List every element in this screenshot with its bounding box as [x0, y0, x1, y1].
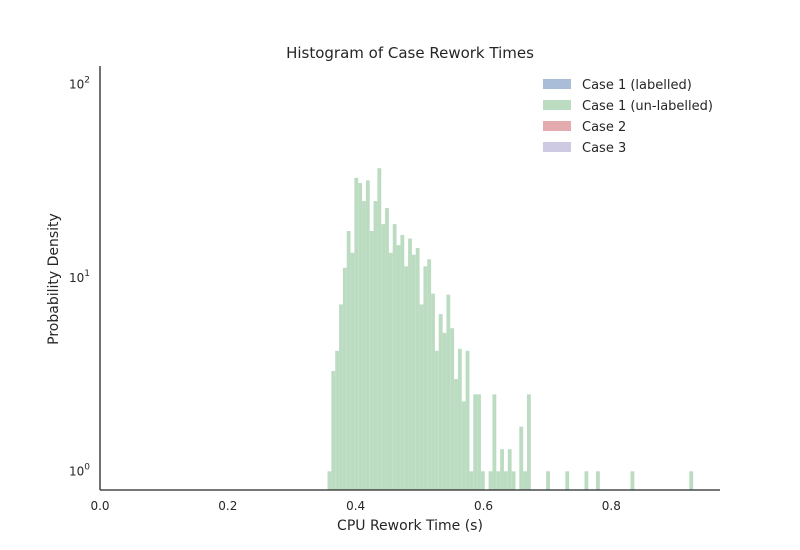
histogram-bar — [369, 231, 374, 490]
histogram-bar — [392, 224, 397, 490]
histogram-bar — [431, 293, 435, 490]
histogram-bar — [469, 471, 474, 490]
legend-swatch — [543, 142, 571, 152]
x-tick-label: 0.0 — [90, 499, 109, 513]
histogram-bar — [373, 201, 378, 490]
histogram-bar — [454, 379, 458, 490]
histogram-bar — [400, 234, 405, 490]
histogram-bar — [342, 267, 347, 490]
histogram-bar — [584, 471, 589, 490]
histogram-bar — [519, 426, 524, 490]
histogram-bar — [419, 304, 424, 490]
histogram-bar — [565, 471, 570, 490]
histogram-bar — [473, 394, 478, 490]
legend: Case 1 (labelled) Case 1 (un-labelled) Cas… — [543, 78, 713, 156]
histogram-bar — [346, 231, 351, 490]
histogram-bar — [442, 332, 447, 490]
legend-label: Case 1 (un-labelled) — [582, 99, 713, 114]
x-tick-label: 0.6 — [474, 499, 493, 513]
histogram-bar — [408, 238, 412, 490]
histogram-bar — [503, 471, 508, 490]
histogram-bar — [365, 180, 370, 490]
legend-label: Case 1 (labelled) — [582, 78, 692, 93]
histogram-bar — [434, 350, 439, 490]
histogram-bar — [438, 314, 443, 490]
legend-swatch — [543, 79, 571, 89]
histogram-bar — [377, 168, 382, 490]
y-axis-label: Probability Density — [46, 213, 62, 345]
histogram-bar — [477, 394, 481, 490]
y-tick-label: 100 — [69, 462, 90, 478]
x-tick-label: 0.4 — [346, 499, 365, 513]
x-axis-label: CPU Rework Time (s) — [337, 518, 483, 534]
legend-label: Case 3 — [582, 141, 626, 156]
y-tick-label: 102 — [69, 76, 90, 92]
x-tick-label: 0.2 — [218, 499, 237, 513]
histogram-bar — [457, 348, 462, 490]
histogram-bar — [339, 304, 343, 490]
y-tick-label: 101 — [69, 269, 90, 285]
histogram-bar — [385, 208, 389, 490]
histogram-bar — [480, 471, 485, 490]
histogram-bar — [423, 266, 428, 490]
legend-swatch — [543, 121, 571, 131]
histogram-bar — [689, 471, 694, 490]
histogram-bar — [327, 471, 332, 490]
histogram-bar — [523, 471, 527, 490]
histogram-bar — [465, 350, 470, 490]
histogram-bar — [596, 471, 600, 490]
histogram-bar — [450, 328, 455, 490]
histogram-bar — [381, 224, 386, 490]
legend-swatch — [543, 100, 571, 110]
histogram-bar — [492, 394, 497, 490]
histogram-bar — [411, 254, 416, 490]
histogram-bar — [335, 350, 340, 490]
histogram-bar — [500, 449, 504, 490]
histogram-bar — [396, 245, 401, 490]
histogram-bar — [350, 252, 355, 490]
histogram-bar — [461, 401, 466, 490]
histogram-bar — [358, 183, 363, 490]
legend-label: Case 2 — [582, 120, 626, 135]
chart-title: Histogram of Case Rework Times — [286, 44, 534, 62]
histogram-bar — [526, 394, 531, 490]
histogram-bar — [331, 371, 336, 490]
bars-group — [327, 168, 694, 491]
histogram-bar — [507, 449, 512, 490]
histogram-bar — [630, 471, 635, 490]
histogram-bar — [488, 471, 493, 490]
histogram-bar — [354, 177, 359, 491]
histogram-bar — [388, 252, 393, 490]
histogram-bar — [362, 201, 366, 490]
histogram-bar — [446, 294, 451, 490]
histogram-bar — [546, 471, 550, 490]
x-tick-label: 0.8 — [602, 499, 621, 513]
histogram-bar — [511, 471, 516, 490]
x-ticks-group: 0.0 0.2 0.4 0.6 0.8 — [90, 499, 620, 513]
y-ticks-group: 100 101 102 — [69, 76, 90, 479]
histogram-bar — [404, 266, 409, 490]
histogram-bar — [427, 259, 432, 490]
histogram-bar — [496, 471, 501, 490]
histogram-bar — [415, 247, 420, 490]
